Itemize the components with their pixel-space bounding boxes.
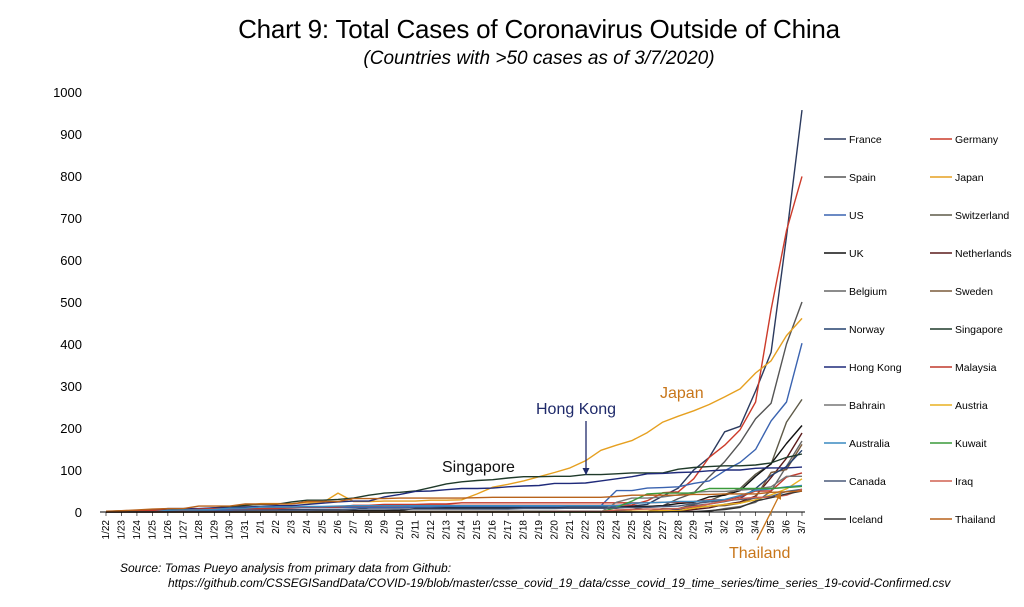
annotation-arrow-thailand <box>756 491 782 541</box>
legend-label-belgium: Belgium <box>849 286 887 298</box>
x-tick-label: 2/17 <box>503 520 514 540</box>
series-line-france <box>106 110 803 513</box>
x-tick-label: 1/28 <box>194 520 205 540</box>
x-tick-label: 3/6 <box>782 520 793 534</box>
x-tick-label: 2/5 <box>318 520 329 534</box>
x-tick-label: 2/15 <box>472 520 483 540</box>
x-tick-label: 2/12 <box>426 520 437 540</box>
legend-label-japan: Japan <box>955 172 984 184</box>
series-line-us <box>106 343 803 513</box>
y-tick-label: 600 <box>60 253 82 268</box>
chart-subtitle: (Countries with >50 cases as of 3/7/2020… <box>363 48 715 69</box>
x-tick-label: 2/11 <box>410 520 421 539</box>
x-tick-label: 3/2 <box>720 520 731 534</box>
x-tick-label: 2/29 <box>689 520 700 540</box>
y-tick-label: 100 <box>60 463 82 478</box>
legend-label-spain: Spain <box>849 172 876 184</box>
annotation-arrowhead-thailand <box>774 492 781 500</box>
series-line-thailand <box>105 490 803 512</box>
x-tick-label: 2/18 <box>519 520 530 540</box>
legend-label-iceland: Iceland <box>849 514 883 526</box>
x-tick-label: 2/24 <box>611 520 622 540</box>
x-tick-label: 3/5 <box>766 520 777 534</box>
x-tick-label: 2/6 <box>333 520 344 534</box>
x-tick-label: 2/4 <box>302 520 313 534</box>
x-tick-label: 1/24 <box>132 520 143 540</box>
annotation-thailand: Thailand <box>729 545 790 562</box>
legend-label-iraq: Iraq <box>955 476 973 488</box>
legend-label-thailand: Thailand <box>955 514 995 526</box>
x-tick-label: 2/8 <box>364 520 375 534</box>
legend-label-hong-kong: Hong Kong <box>849 362 902 374</box>
annotation-arrowhead-hong-kong <box>582 468 590 475</box>
annotation-japan: Japan <box>660 385 704 402</box>
x-tick-label: 2/19 <box>534 520 545 540</box>
series-line-switzerland <box>106 399 803 513</box>
x-tick-label: 2/9 <box>379 520 390 534</box>
x-tick-label: 2/3 <box>287 520 298 534</box>
x-tick-label: 1/29 <box>209 520 220 540</box>
x-tick-label: 3/4 <box>751 520 762 534</box>
legend-label-norway: Norway <box>849 324 885 336</box>
x-tick-label: 2/21 <box>565 520 576 540</box>
x-tick-label: 2/2 <box>271 520 282 534</box>
legend-label-bahrain: Bahrain <box>849 400 885 412</box>
series-line-spain <box>106 301 803 513</box>
legend-label-singapore: Singapore <box>955 324 1003 336</box>
x-tick-label: 2/16 <box>488 520 499 540</box>
legend-label-switzerland: Switzerland <box>955 210 1009 222</box>
y-tick-label: 900 <box>60 127 82 142</box>
series-line-australia <box>106 484 803 513</box>
y-tick-label: 800 <box>60 169 82 184</box>
y-tick-label: 300 <box>60 379 82 394</box>
x-tick-label: 2/14 <box>457 520 468 540</box>
x-tick-label: 2/25 <box>627 520 638 540</box>
series-line-hong-kong <box>105 466 803 513</box>
x-tick-label: 2/1 <box>256 520 267 534</box>
x-tick-label: 2/26 <box>642 520 653 540</box>
series-line-canada <box>106 488 803 513</box>
source-url: https://github.com/CSSEGISandData/COVID-… <box>168 576 951 590</box>
x-tick-label: 1/23 <box>116 520 127 540</box>
y-tick-label: 400 <box>60 337 82 352</box>
y-tick-label: 1000 <box>53 85 82 100</box>
legend-label-sweden: Sweden <box>955 286 993 298</box>
y-tick-label: 700 <box>60 211 82 226</box>
y-tick-label: 200 <box>60 421 82 436</box>
x-tick-label: 1/25 <box>147 520 158 540</box>
x-tick-label: 1/22 <box>101 520 112 540</box>
chart-title: Chart 9: Total Cases of Coronavirus Outs… <box>238 14 840 44</box>
x-tick-label: 1/30 <box>225 520 236 540</box>
x-tick-label: 1/26 <box>163 520 174 540</box>
x-tick-label: 1/31 <box>240 520 251 540</box>
x-tick-label: 2/10 <box>395 520 406 540</box>
x-tick-label: 3/1 <box>704 520 715 534</box>
legend-label-netherlands: Netherlands <box>955 248 1012 260</box>
annotation-hong-kong: Hong Kong <box>536 401 616 418</box>
legend-label-germany: Germany <box>955 134 999 146</box>
source-note: Source: Tomas Pueyo analysis from primar… <box>120 561 452 575</box>
legend-label-canada: Canada <box>849 476 886 488</box>
x-tick-label: 2/23 <box>596 520 607 540</box>
x-tick-label: 2/28 <box>673 520 684 540</box>
x-tick-label: 2/7 <box>348 520 359 534</box>
legend-label-austria: Austria <box>955 400 988 412</box>
legend-label-uk: UK <box>849 248 864 260</box>
x-tick-label: 2/27 <box>658 520 669 540</box>
x-tick-label: 2/20 <box>550 520 561 540</box>
y-tick-label: 0 <box>75 505 82 520</box>
legend-label-malaysia: Malaysia <box>955 362 997 374</box>
legend-label-us: US <box>849 210 864 222</box>
x-tick-label: 2/13 <box>441 520 452 540</box>
x-tick-label: 3/3 <box>735 520 746 534</box>
x-tick-label: 3/7 <box>797 520 808 534</box>
legend-label-australia: Australia <box>849 438 890 450</box>
x-tick-label: 1/27 <box>178 520 189 540</box>
x-tick-label: 2/22 <box>580 520 591 540</box>
annotation-singapore: Singapore <box>442 459 515 476</box>
y-tick-label: 500 <box>60 295 82 310</box>
legend-label-kuwait: Kuwait <box>955 438 987 450</box>
legend-label-france: France <box>849 134 882 146</box>
